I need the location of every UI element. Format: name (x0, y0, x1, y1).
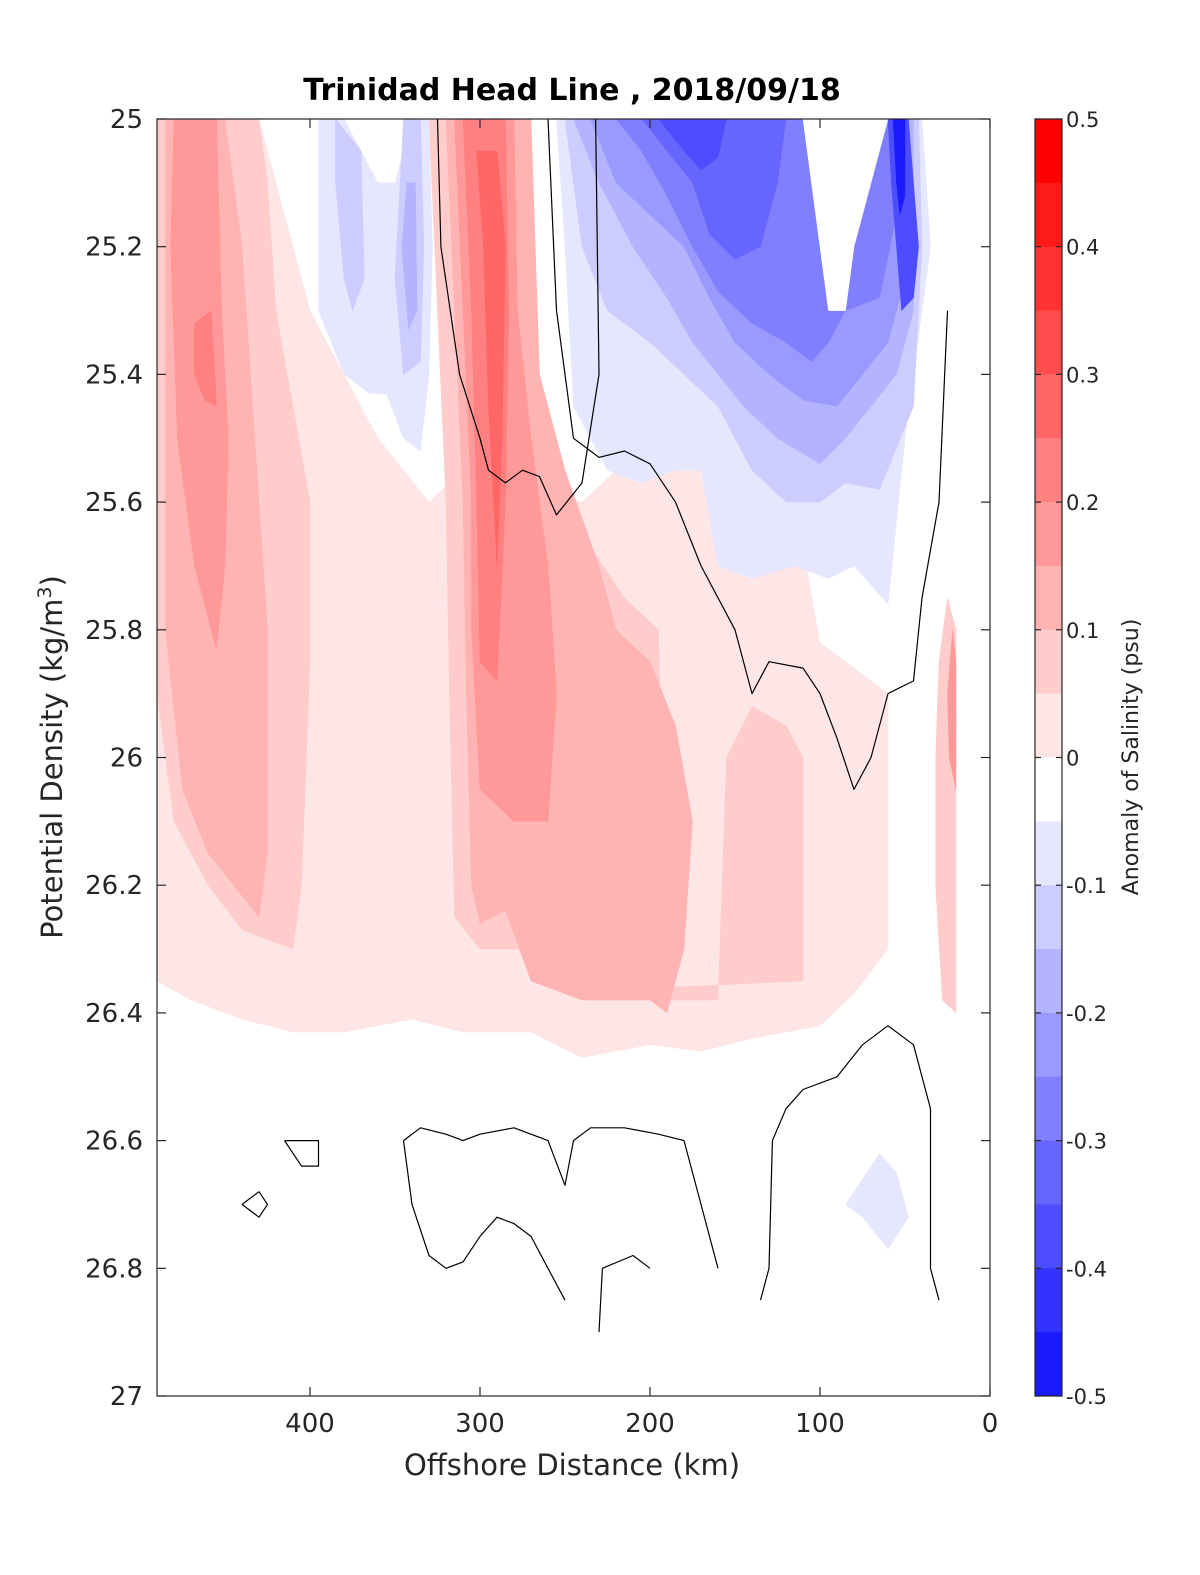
y-axis-label-close: ) (35, 575, 69, 586)
y-tick-label: 26.4 (85, 999, 143, 1029)
contour-region-white-east-gap (802, 119, 889, 311)
colorbar-level (1035, 629, 1062, 695)
y-tick-label: 27 (110, 1382, 143, 1412)
contour-fill-layer (157, 119, 957, 1250)
contour-region-pink-west-peak (194, 310, 217, 407)
zero-contour-deep-4 (759, 1025, 940, 1301)
colorbar-level (1035, 1268, 1062, 1333)
contour-region-blue-coastal-inner (892, 119, 906, 215)
colorbar-tick-label: 0.1 (1066, 619, 1099, 643)
x-tick-label: 100 (795, 1409, 845, 1439)
colorbar-tick-label: 0.4 (1066, 236, 1099, 260)
colorbar-tick-label: -0.5 (1066, 1385, 1107, 1409)
zero-contour-west (436, 119, 600, 516)
chart-title: Trinidad Head Line , 2018/09/18 (303, 73, 840, 108)
contour-region-blue-east-inner6 (658, 119, 727, 171)
colorbar-tick-label: 0.5 (1066, 108, 1099, 132)
x-axis: 400 300 200 100 0 (285, 119, 998, 1439)
colorbar-level (1035, 1012, 1062, 1078)
y-tick-label: 26.8 (85, 1254, 143, 1284)
colorbar-level (1035, 502, 1062, 567)
zero-contour-deep-2 (402, 1140, 566, 1301)
y-tick-label: 25.8 (85, 616, 143, 646)
colorbar-level (1035, 1076, 1062, 1141)
colorbar-level (1035, 1140, 1062, 1205)
contour-region-blue-deep-patch (845, 1152, 909, 1250)
plot-area: 400 300 200 100 0 25 25.2 25.4 25.6 25.8 26 26.2 26… (85, 105, 998, 1439)
y-tick-label: 25 (110, 105, 143, 135)
colorbar-tick-label: 0 (1066, 747, 1079, 771)
colorbar-level (1035, 246, 1062, 311)
colorbar-tick-label: -0.4 (1066, 1257, 1107, 1281)
y-tick-label: 25.6 (85, 488, 143, 518)
colorbar-level (1035, 757, 1062, 822)
y-tick-label: 26.6 (85, 1127, 143, 1157)
colorbar-tick-label: -0.3 (1066, 1130, 1107, 1154)
zero-contour-loop-1 (284, 1139, 320, 1167)
colorbar-level (1035, 693, 1062, 758)
y-tick-label: 26.2 (85, 871, 143, 901)
zero-contour-layer (241, 119, 949, 1333)
colorbar-tick-label: -0.1 (1066, 874, 1107, 898)
y-tick-label: 25.2 (85, 233, 143, 263)
x-tick-label: 200 (625, 1409, 675, 1439)
y-axis-label: Potential Density (kg/m3) (34, 575, 69, 939)
x-axis-label: Offshore Distance (km) (404, 1448, 740, 1482)
colorbar-ticks: 0.5 0.4 0.3 0.2 0.1 0 -0.1 -0.2 -0.3 -0.4 -0.5 (1035, 108, 1107, 1409)
colorbar-tick-label: 0.2 (1066, 491, 1099, 515)
colorbar-level (1035, 1204, 1062, 1269)
colorbar: 0.5 0.4 0.3 0.2 0.1 0 -0.1 -0.2 -0.3 -0.4 -0.5 (1034, 108, 1107, 1409)
colorbar-level (1035, 119, 1062, 184)
zero-contour-deep-1 (403, 1127, 719, 1269)
x-tick-label: 0 (982, 1409, 999, 1439)
contour-region-blue-central-west-inner3 (401, 182, 418, 330)
colorbar-level (1035, 438, 1062, 503)
colorbar-level (1035, 949, 1062, 1014)
colorbar-level (1035, 885, 1062, 950)
y-tick-label: 26 (110, 744, 143, 774)
zero-contour-central (547, 119, 949, 791)
colorbar-level (1035, 565, 1062, 631)
y-axis-label-main: Potential Density (kg/m (35, 599, 69, 939)
colorbar-level (1035, 374, 1062, 439)
colorbar-level (1035, 821, 1062, 886)
zero-contour-loop-2 (241, 1191, 269, 1218)
contour-region-blue-central-west-inner (335, 119, 365, 312)
colorbar-level (1035, 310, 1062, 375)
y-axis-label-superscript: 3 (34, 586, 56, 598)
zero-contour-deep-3 (598, 1254, 651, 1333)
colorbar-label: Anomaly of Salinity (psu) (1119, 619, 1144, 896)
x-tick-label: 300 (455, 1409, 505, 1439)
contour-region-blue-east-inner5 (641, 119, 787, 260)
colorbar-tick-label: -0.2 (1066, 1002, 1107, 1026)
contour-region-pink-central-peak (476, 150, 506, 566)
colorbar-level (1035, 1332, 1062, 1397)
colorbar-level (1035, 182, 1062, 248)
x-tick-label: 400 (285, 1409, 335, 1439)
y-tick-label: 25.4 (85, 360, 143, 390)
colorbar-tick-label: 0.3 (1066, 363, 1099, 387)
y-axis: 25 25.2 25.4 25.6 25.8 26 26.2 26.4 26.6 26.8 27 (85, 105, 990, 1412)
colorbar-levels (1035, 119, 1062, 1397)
contour-region-pink-east-strip-inner (947, 629, 957, 790)
